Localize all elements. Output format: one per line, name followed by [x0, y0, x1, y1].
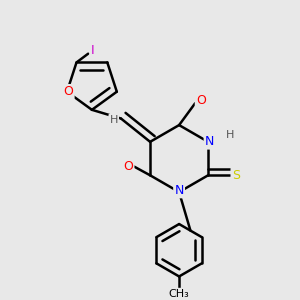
Text: H: H [110, 115, 118, 125]
Text: N: N [205, 135, 214, 148]
Text: N: N [174, 184, 184, 197]
Text: H: H [226, 130, 234, 140]
Text: O: O [123, 160, 133, 173]
Text: CH₃: CH₃ [169, 289, 190, 299]
Text: O: O [64, 85, 74, 98]
Text: S: S [232, 169, 240, 182]
Text: I: I [91, 44, 94, 57]
Text: O: O [196, 94, 206, 107]
